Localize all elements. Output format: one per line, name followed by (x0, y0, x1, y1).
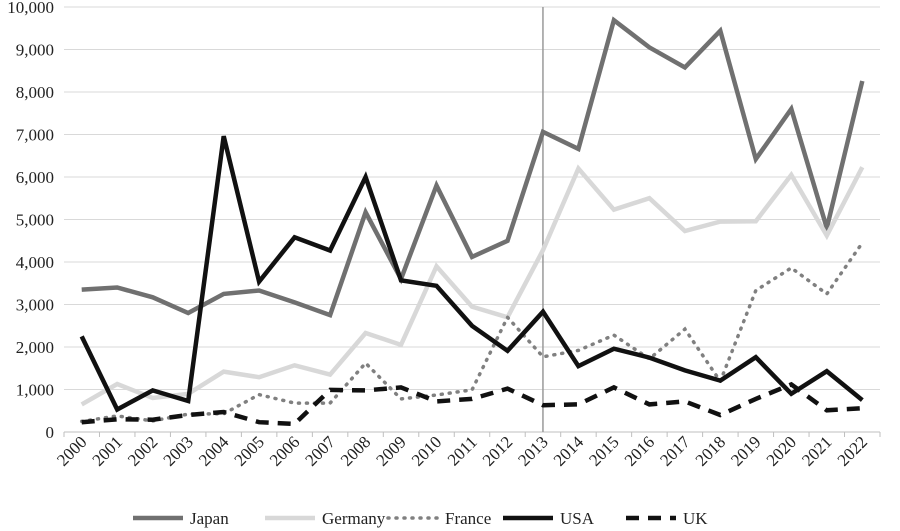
x-tick-label: 2018 (692, 432, 729, 469)
y-axis: 0 1,000 2,000 3,000 4,000 5,000 6,000 7,000 8,00… (7, 0, 54, 442)
series-lines (79, 16, 865, 427)
series-line-uk (81, 381, 863, 427)
x-tick-label: 2001 (89, 432, 126, 469)
y-tick-label: 3,000 (16, 296, 54, 315)
legend-label-usa: USA (560, 509, 595, 528)
x-tick-label: 2005 (230, 432, 267, 469)
x-tick-label: 2020 (763, 432, 800, 469)
y-tick-label: 6,000 (16, 168, 54, 187)
x-tick-label: 2012 (479, 432, 516, 469)
legend-label-japan: Japan (190, 509, 229, 528)
x-tick-label: 2017 (656, 432, 694, 470)
series-line-france (79, 241, 865, 424)
y-tick-label: 0 (46, 423, 55, 442)
legend-label-germany: Germany (322, 509, 386, 528)
x-tick-label: 2009 (372, 432, 409, 469)
x-tick-label: 2016 (621, 432, 658, 469)
x-tick-label: 2003 (160, 432, 197, 469)
x-axis: 2000200120022003200420052006200720082009… (53, 431, 881, 470)
x-tick-label: 2006 (266, 432, 303, 469)
y-tick-label: 10,000 (7, 0, 54, 17)
legend-label-uk: UK (683, 509, 708, 528)
x-tick-label: 2000 (53, 432, 90, 469)
x-tick-label: 2007 (301, 432, 339, 470)
x-tick-label: 2021 (798, 432, 835, 469)
gridlines (64, 6, 880, 433)
y-tick-label: 4,000 (16, 253, 54, 272)
y-tick-label: 5,000 (16, 211, 54, 230)
x-tick-label: 2002 (124, 432, 161, 469)
legend-label-france: France (445, 509, 491, 528)
legend: Japan Germany France USA UK (133, 509, 708, 528)
x-tick-label: 2010 (408, 432, 445, 469)
series-line-japan (81, 16, 865, 318)
y-tick-label: 1,000 (16, 381, 54, 400)
y-tick-label: 9,000 (16, 41, 54, 60)
x-tick-label: 2022 (834, 432, 871, 469)
x-tick-label: 2004 (195, 432, 233, 470)
x-tick-label: 2019 (727, 432, 764, 469)
y-tick-label: 7,000 (16, 126, 54, 145)
x-tick-label: 2008 (337, 432, 374, 469)
x-tick-label: 2014 (550, 432, 588, 470)
x-tick-label: 2015 (585, 432, 622, 469)
x-tick-label: 2013 (514, 432, 551, 469)
y-tick-label: 8,000 (16, 83, 54, 102)
x-tick-label: 2011 (444, 432, 481, 469)
y-tick-label: 2,000 (16, 338, 54, 357)
series-line-germany (80, 164, 865, 407)
series-line-usa (79, 135, 864, 413)
